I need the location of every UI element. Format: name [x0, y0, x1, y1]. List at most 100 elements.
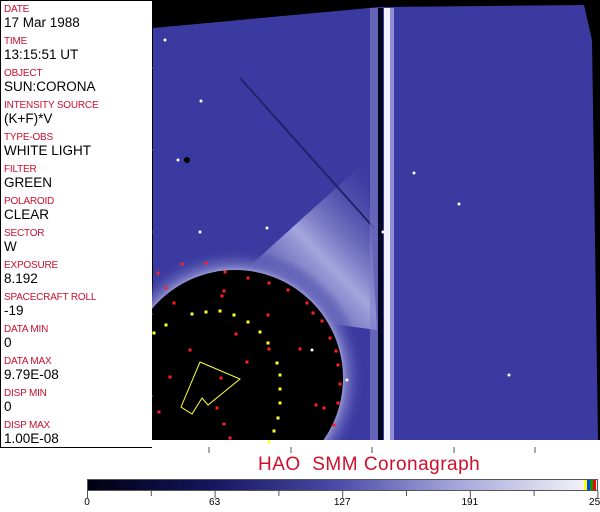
- red-marker: [188, 348, 192, 352]
- red-marker: [322, 406, 326, 410]
- colorbar-border: [87, 479, 598, 491]
- colorbar-end-color: [590, 479, 593, 491]
- field-label: SECTOR: [4, 228, 45, 239]
- red-marker: [156, 271, 160, 275]
- yellow-marker: [164, 323, 168, 327]
- coronagraph-image: [152, 0, 600, 456]
- yellow-marker: [278, 387, 282, 391]
- field-label: TIME: [4, 36, 28, 47]
- star: [199, 99, 203, 103]
- star: [507, 373, 511, 377]
- red-marker: [228, 436, 232, 440]
- yellow-marker: [275, 361, 279, 365]
- field-value: SUN:CORONA: [4, 79, 96, 94]
- star: [457, 202, 461, 206]
- red-marker: [204, 261, 208, 265]
- field-label: OBJECT: [4, 68, 43, 79]
- red-marker: [320, 319, 324, 323]
- field-sector: SECTOR W: [4, 228, 44, 255]
- red-marker: [336, 363, 340, 367]
- colorbar-tick-label: 191: [461, 497, 479, 508]
- pylon-shadow: [370, 8, 378, 440]
- red-marker: [246, 276, 250, 280]
- field-data-max: DATA MAX 9.79E-08: [4, 356, 59, 383]
- red-marker: [168, 375, 172, 379]
- field-polaroid: POLAROID CLEAR: [4, 196, 54, 223]
- red-marker: [245, 360, 249, 364]
- yellow-marker: [232, 313, 236, 317]
- red-marker: [266, 313, 270, 317]
- field-label: TYPE-OBS: [4, 132, 53, 143]
- field-value: GREEN: [4, 175, 53, 190]
- colorbar-gradient: [87, 479, 584, 491]
- star: [412, 171, 416, 175]
- field-value: 9.79E-08: [4, 367, 59, 382]
- yellow-marker: [276, 416, 280, 420]
- yellow-marker: [258, 330, 262, 334]
- markers: [152, 261, 342, 444]
- red-marker: [334, 349, 338, 353]
- field-value: W: [4, 239, 17, 254]
- colorbar-tick-label: 127: [333, 497, 351, 508]
- field-label: POLAROID: [4, 196, 55, 207]
- field-label: DATA MIN: [4, 324, 49, 335]
- yellow-marker: [278, 373, 282, 377]
- colorbar-tick-label: 0: [84, 497, 90, 508]
- red-marker: [338, 382, 342, 386]
- field-value: 1.00E-08: [4, 431, 59, 446]
- field-value: CLEAR: [4, 207, 50, 222]
- plot-title: HAO SMM Coronagraph: [258, 454, 481, 475]
- pylon-dark: [378, 8, 383, 442]
- field-value: 0: [4, 399, 12, 414]
- red-marker: [234, 332, 238, 336]
- yellow-marker: [152, 331, 156, 335]
- yellow-outline: [180, 361, 241, 415]
- yellow-marker: [246, 320, 250, 324]
- red-marker: [180, 262, 184, 266]
- yellow-marker: [267, 440, 271, 444]
- field-value: 0: [4, 335, 12, 350]
- field-value: -19: [4, 303, 24, 318]
- header-info-panel: DATE 17 Mar 1988 TIME 13:15:51 UT OBJECT SUN:…: [0, 0, 153, 448]
- field-label: SPACECRAFT ROLL: [4, 292, 97, 303]
- yellow-marker: [218, 309, 222, 313]
- field-disp-min: DISP MIN 0: [4, 388, 47, 415]
- dark-spot: [184, 157, 190, 163]
- colorbar-end-color: [584, 479, 587, 491]
- red-marker: [164, 286, 168, 290]
- yellow-marker: [190, 312, 194, 316]
- yellow-marker: [266, 341, 270, 345]
- field-filter: FILTER GREEN: [4, 164, 52, 191]
- colorbar-tick-label: 255: [589, 497, 600, 508]
- field-spacecraft-roll: SPACECRAFT ROLL -19: [4, 292, 96, 319]
- red-marker: [223, 270, 227, 274]
- red-marker: [222, 289, 226, 293]
- yellow-marker: [204, 310, 208, 314]
- yellow-marker: [272, 429, 276, 433]
- field-label: FILTER: [4, 164, 37, 175]
- field-label: DISP MIN: [4, 388, 47, 399]
- colorbar: [87, 479, 599, 498]
- pylon-glow: [390, 8, 394, 442]
- field-time: TIME 13:15:51 UT: [4, 36, 78, 63]
- field-type-obs: TYPE-OBS WHITE LIGHT: [4, 132, 91, 159]
- star: [310, 348, 314, 352]
- star: [198, 230, 202, 234]
- star: [381, 230, 385, 234]
- field-value: WHITE LIGHT: [4, 143, 91, 158]
- field-date: DATE 17 Mar 1988: [4, 4, 80, 31]
- field-value: 8.192: [4, 271, 38, 286]
- field-intensity-source: INTENSITY SOURCE (K+F)*V: [4, 100, 99, 127]
- red-marker: [267, 347, 271, 351]
- red-marker: [332, 423, 336, 427]
- red-marker: [328, 336, 332, 340]
- colorbar-end-color: [587, 479, 590, 491]
- field-label: DISP MAX: [4, 420, 51, 431]
- red-marker: [298, 347, 302, 351]
- star: [176, 158, 180, 162]
- field-value: 17 Mar 1988: [4, 15, 80, 30]
- red-marker: [336, 401, 340, 405]
- red-marker: [286, 288, 290, 292]
- star: [163, 38, 167, 42]
- red-marker: [314, 403, 318, 407]
